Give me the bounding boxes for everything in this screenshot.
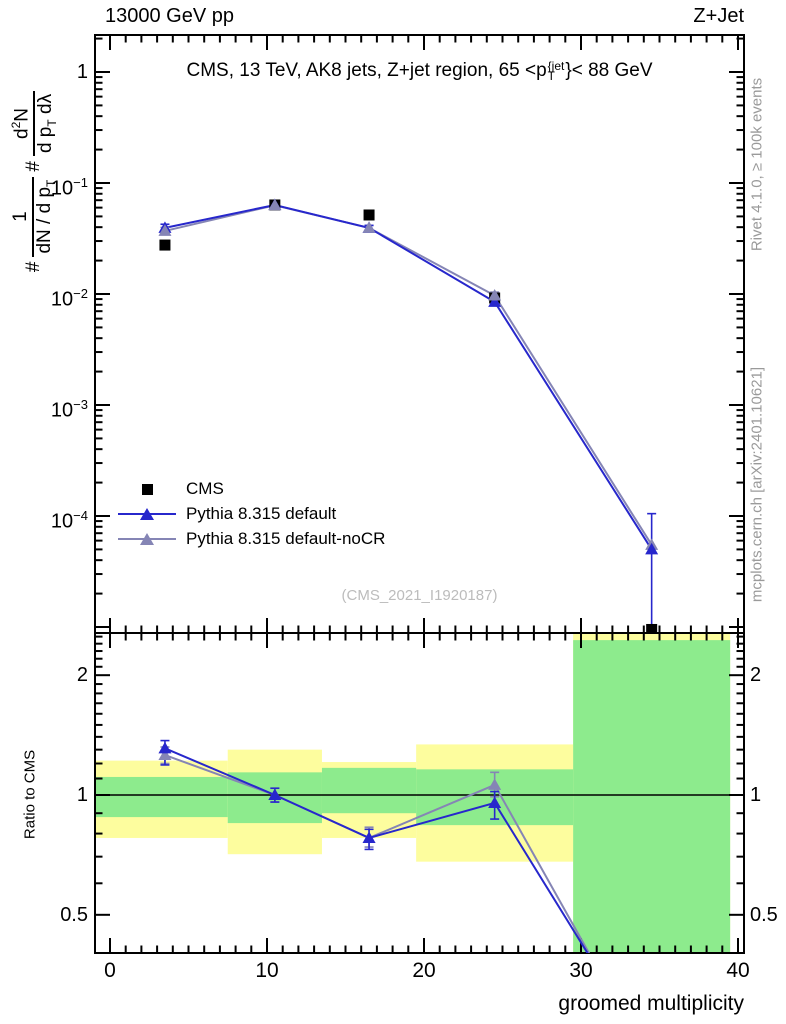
ratio-frame [94, 632, 745, 954]
plot-title-post: }< 88 GeV [565, 60, 653, 81]
process-label: Z+Jet [693, 5, 744, 27]
y-label-frac2-num: d2N [8, 90, 36, 157]
x-tick-label: 10 [255, 959, 279, 982]
ratio-band-green [95, 776, 228, 818]
main-y-tick-label: 10−1 [50, 175, 88, 200]
main-data-points [158, 198, 659, 633]
ratio-uncertainty-bands [95, 633, 731, 953]
ratio-band-green [321, 767, 417, 814]
mcplots-arxiv-note: mcplots.cern.ch [arXiv:2401.10621] [748, 366, 766, 603]
ratio-y-tick-label-left: 2 [76, 664, 88, 687]
ratio-y-tick-label-left: 0.5 [60, 903, 88, 926]
plot-title-pre: CMS, 13 TeV, AK8 jets, Z+jet region, 65 … [186, 60, 547, 81]
x-tick-label: 20 [412, 959, 436, 982]
legend-item-label: Pythia 8.315 default [186, 503, 337, 523]
legend-item: CMS [118, 476, 385, 501]
plot-title-sub: T [547, 68, 555, 83]
ratio-y-tick-label-right: 2 [750, 664, 762, 687]
square-marker-icon [118, 482, 176, 496]
y-label-frac2-den: d pT dλ [35, 91, 59, 156]
main-y-tick-label: 10−4 [50, 508, 88, 533]
main-error-bars [160, 202, 657, 633]
legend-item-label: CMS [186, 478, 224, 498]
plot-title-supsub: {jet T [547, 58, 565, 83]
y-label-hash1: # [23, 261, 44, 273]
main-y-tick-label: 10−2 [50, 286, 88, 311]
line-triangle-marker-icon [118, 532, 176, 546]
line-triangle-marker-icon [118, 507, 176, 521]
rivet-version-note: Rivet 4.1.0, ≥ 100k events [748, 77, 766, 252]
y-label-frac2-den-post: dλ [35, 93, 57, 120]
legend: CMS Pythia 8.315 default Pythia 8.315 defa… [118, 476, 385, 551]
x-tick-label: 30 [569, 959, 593, 982]
ratio-y-tick-label-left: 1 [76, 784, 88, 806]
x-axis-label: groomed multiplicity [558, 992, 744, 1015]
ratio-data-points [158, 741, 502, 843]
axis-ticks [95, 35, 744, 953]
y-label-frac2-num-pre: d [11, 128, 33, 139]
y-label-frac2: d2N d pT dλ [8, 90, 59, 157]
legend-item: Pythia 8.315 default [118, 501, 385, 526]
legend-item-label: Pythia 8.315 default-noCR [186, 528, 386, 548]
y-label-hash2: # [23, 161, 44, 172]
analysis-id-watermark: (CMS_2021_I1920187) [341, 587, 498, 604]
y-label-frac2-num-post: N [11, 107, 33, 122]
beam-energy-label: 13000 GeV pp [105, 5, 234, 27]
plot-title-sup: {jet [547, 58, 565, 73]
x-tick-label: 0 [104, 959, 116, 982]
legend-item: Pythia 8.315 default-noCR [118, 526, 385, 551]
ratio-y-tick-label-right: 0.5 [750, 903, 778, 926]
plot-title: CMS, 13 TeV, AK8 jets, Z+jet region, 65 … [95, 60, 744, 82]
y-label-frac2-num-sup: 2 [8, 121, 23, 129]
x-tick-label: 40 [726, 959, 750, 982]
main-y-tick-label: 10−3 [50, 397, 88, 422]
main-y-tick-label: 1 [76, 61, 88, 83]
y-label-frac2-den-pre: d p [35, 126, 57, 154]
ratio-band-green [573, 640, 731, 953]
ratio-y-tick-label-right: 1 [750, 784, 762, 806]
y-label-frac2-den-sub: T [45, 119, 60, 127]
